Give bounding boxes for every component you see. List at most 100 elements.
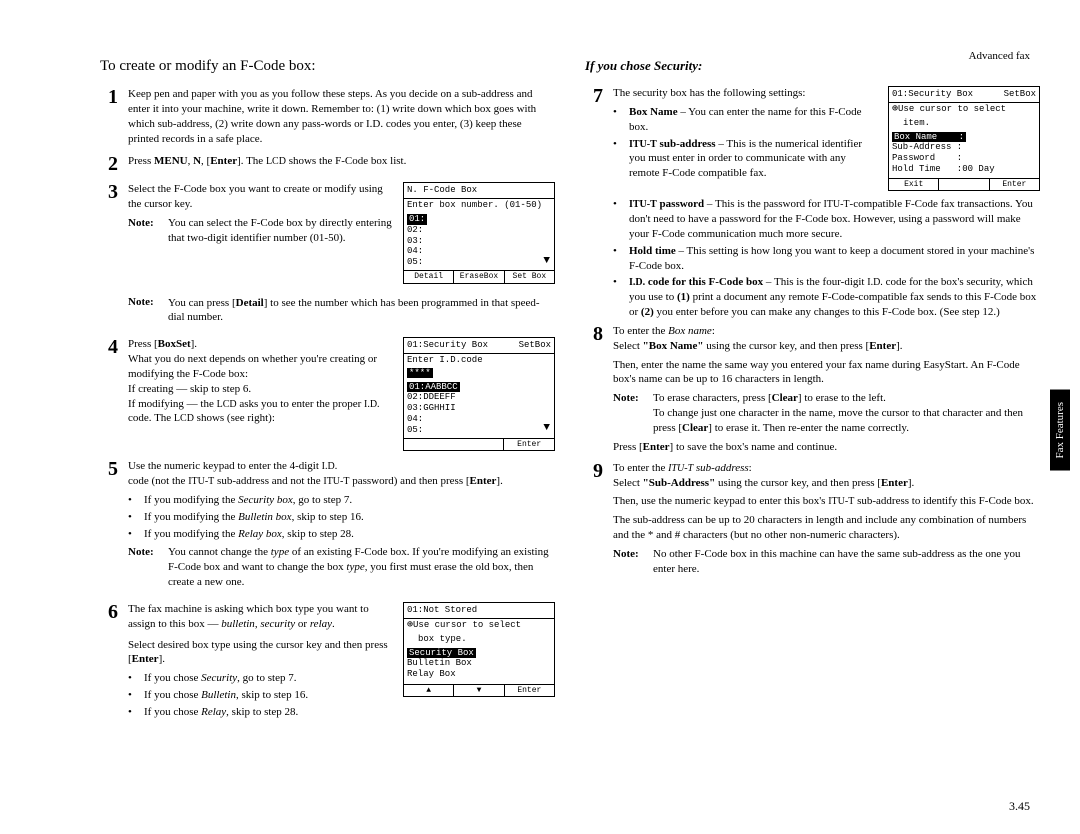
lcd-title-right: SetBox [519,340,551,351]
step4b: What you do next depends on whether you'… [128,352,393,382]
lcd-line: Box Name : [892,132,966,143]
right-column: If you chose Security: 7 The security bo… [585,50,1040,732]
step7-bullet: I.D. code for this F-Code box – This is … [629,275,1040,320]
note-label: Note: [128,296,162,326]
step4d: If modifying — the LCD asks you to enter… [128,397,393,427]
lcd-title: 01:Not Stored [404,603,554,619]
step6b: Select desired box type using the cursor… [128,638,393,668]
step5-bullet: If you modifying the Bulletin box, skip … [144,510,364,525]
step7-bullet: ITU-T sub-address – This is the numerica… [629,137,878,182]
lcd-line: 05: [407,425,551,436]
lcd-btn-up: ▲ [404,685,454,697]
note-text: To erase characters, press [Clear] to er… [653,391,1040,436]
step3-text: Select the F-Code box you want to create… [128,183,383,210]
lcd-line: 04: [407,414,551,425]
lcd-line: 05: [407,257,551,268]
down-arrow-icon: ▼ [543,255,550,268]
lcd-sub: Enter I.D.code [404,354,554,367]
lcd-line: 04: [407,246,551,257]
lcd-title: N. F-Code Box [404,183,554,199]
note-label: Note: [128,545,162,590]
left-title: To create or modify an F-Code box: [100,58,555,75]
step5b: code (not the ITU-T sub-address and not … [128,474,555,489]
header-right: Advanced fax [969,50,1030,62]
step7-bullet: ITU-T password – This is the password fo… [629,197,1040,242]
step-number: 8 [585,324,603,455]
lcd-line: 01:AABBCC [407,382,460,393]
step-8: 8 To enter the Box name: Select "Box Nam… [585,324,1040,455]
step5-bullet: If you modifying the Security box, go to… [144,493,352,508]
lcd-sub: Use cursor to select [898,104,1006,114]
lcd-sub: Enter box number. (01-50) [404,199,554,212]
step5a: Use the numeric keypad to enter the 4-di… [128,459,555,474]
lcd-screen-1: N. F-Code Box Enter box number. (01-50) … [403,182,555,283]
note-text: You can select the F-Code box by directl… [168,216,393,246]
step-number: 9 [585,461,603,581]
step8d: Press [Enter] to save the box's name and… [613,440,1040,455]
page-content: To create or modify an F-Code box: 1 Kee… [0,0,1080,762]
note-label: Note: [613,547,647,577]
lcd-line: Hold Time :00 Day [892,164,1036,175]
lcd-line: 02:DDEEFF [407,392,551,403]
lcd-line: Password : [892,153,1036,164]
step-number: 1 [100,87,118,146]
step8b: Select "Box Name" using the cursor key, … [613,339,1040,354]
step2-text: Press MENU, N, [Enter]. The LCD shows th… [128,155,406,167]
note-text: No other F-Code box in this machine can … [653,547,1040,577]
step-5: 5 Use the numeric keypad to enter the 4-… [100,459,555,594]
step-3: 3 Select the F-Code box you want to crea… [100,182,555,283]
step9a: To enter the ITU-T sub-address: [613,461,1040,476]
lcd-btn-down: ▼ [454,685,504,697]
step9d: The sub-address can be up to 20 characte… [613,513,1040,543]
down-arrow-icon: ▼ [543,422,550,435]
lcd-btn-detail: Detail [404,271,454,283]
step8c: Then, enter the name the same way you en… [613,358,1040,388]
left-column: To create or modify an F-Code box: 1 Kee… [100,50,555,732]
lcd-screen-4: 01:Security BoxSetBox ⊕Use cursor to sel… [888,86,1040,191]
step9b: Select "Sub-Address" using the cursor ke… [613,476,1040,491]
lcd-btn-setbox: Set Box [505,271,554,283]
step-number: 7 [585,86,603,191]
step5-bullet: If you modifying the Relay box, skip to … [144,527,354,542]
lcd-line: 03:GGHHII [407,403,551,414]
lcd-line: Relay Box [407,669,551,680]
lcd-screen-2: 01:Security Box SetBox Enter I.D.code ***… [403,337,555,451]
step-1: 1 Keep pen and paper with you as you fol… [100,87,555,146]
step-9: 9 To enter the ITU-T sub-address: Select… [585,461,1040,581]
step6a: The fax machine is asking which box type… [128,602,393,632]
step6-bullet: If you chose Bulletin, skip to step 16. [144,688,308,703]
step7-bullet: Hold time – This setting is how long you… [629,244,1040,274]
step7-bullet: Box Name – You can enter the name for th… [629,105,878,135]
step9c: Then, use the numeric keypad to enter th… [613,494,1040,509]
step-4: 4 Press [BoxSet]. What you do next depen… [100,337,555,451]
step-number: 5 [100,459,118,594]
step-number: 2 [100,154,118,174]
step-body: Keep pen and paper with you as you follo… [128,87,555,146]
note-text: You cannot change the type of an existin… [168,545,555,590]
lcd-btn-exit: Exit [889,179,939,191]
page-number: 3.45 [1009,799,1030,814]
lcd-screen-3: 01:Not Stored ⊕Use cursor to select box … [403,602,555,697]
step6-bullet: If you chose Security, go to step 7. [144,671,296,686]
step7a: The security box has the following setti… [613,86,878,101]
lcd-line: Bulletin Box [407,658,551,669]
lcd-line: Sub-Address : [892,142,1036,153]
step-number: 6 [100,602,118,724]
lcd-btn-enter: Enter [505,685,554,697]
step4c: If creating — skip to step 6. [128,382,393,397]
lcd-btn-erasebox: EraseBox [454,271,504,283]
step4a: Press [BoxSet]. [128,337,393,352]
lcd-sub: item. [889,117,1039,130]
lcd-line: Security Box [407,648,476,659]
lcd-stars: **** [407,368,433,378]
side-tab: Fax Features [1050,390,1070,471]
lcd-btn-enter: Enter [990,179,1039,191]
lcd-title-left: 01:Security Box [407,340,488,351]
note-label: Note: [613,391,647,436]
step-6: 6 The fax machine is asking which box ty… [100,602,555,724]
step-number: 4 [100,337,118,451]
lcd-sub: box type. [404,633,554,646]
step-2: 2 Press MENU, N, [Enter]. The LCD shows … [100,154,555,174]
lcd-line: 02: [407,225,551,236]
lcd-title-left: 01:Security Box [892,89,973,100]
